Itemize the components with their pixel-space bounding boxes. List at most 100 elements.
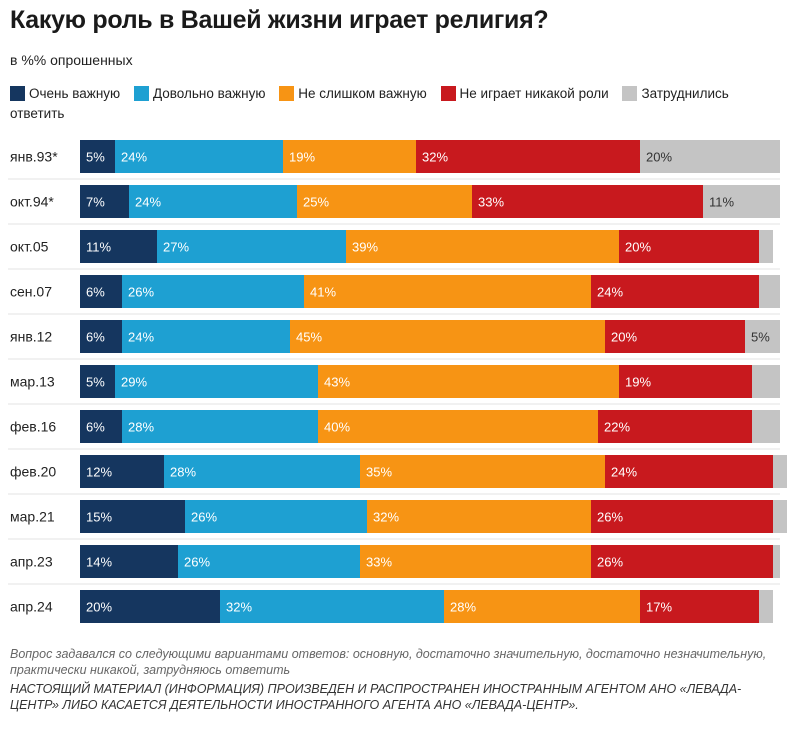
data-label: 26%: [597, 510, 623, 525]
data-label: 26%: [184, 555, 210, 570]
data-label: 22%: [604, 420, 630, 435]
bar-segment: [80, 590, 220, 623]
data-label: 26%: [191, 510, 217, 525]
data-label: 45%: [296, 330, 322, 345]
data-label: 28%: [170, 465, 196, 480]
data-label: 26%: [128, 285, 154, 300]
data-label: 40%: [324, 420, 350, 435]
bar-segment: [598, 410, 752, 443]
legend-label: Очень важную: [29, 86, 121, 101]
legend: Очень важную Довольно важную Не слишком …: [10, 84, 790, 124]
bar-segment: [773, 500, 787, 533]
data-label: 19%: [625, 375, 651, 390]
category-label: окт.94*: [10, 194, 54, 210]
bar-segment: [591, 545, 773, 578]
bar-segment: [367, 500, 591, 533]
data-label: 17%: [646, 600, 672, 615]
bar-segment: [318, 365, 619, 398]
legend-swatch: [133, 86, 149, 101]
data-label: 24%: [611, 465, 637, 480]
data-label: 5%: [751, 330, 770, 345]
data-label: 6%: [86, 330, 105, 345]
bar-segment: [752, 410, 780, 443]
bar-segment: [773, 455, 787, 488]
bar-segment: [304, 275, 591, 308]
bar-segment: [80, 140, 115, 173]
data-label: 7%: [86, 195, 105, 210]
bar-segment: [164, 455, 360, 488]
data-label: 32%: [422, 150, 448, 165]
data-label: 28%: [450, 600, 476, 615]
bar-segment: [591, 275, 759, 308]
legend-label: Довольно важную: [152, 86, 266, 101]
data-label: 15%: [86, 510, 112, 525]
category-label: фев.20: [10, 464, 56, 480]
category-label: фев.16: [10, 419, 56, 435]
category-label: янв.93*: [10, 149, 58, 165]
category-label: апр.24: [10, 599, 53, 615]
bar-segment: [346, 230, 619, 263]
bar-segment: [318, 410, 598, 443]
data-label: 14%: [86, 555, 112, 570]
data-label: 28%: [128, 420, 154, 435]
chart-title: Какую роль в Вашей жизни играет религия?: [10, 6, 549, 34]
category-label: окт.05: [10, 239, 49, 255]
bar-segment: [80, 185, 129, 218]
data-label: 32%: [373, 510, 399, 525]
bar-segment: [619, 365, 752, 398]
foreign-agent-disclaimer: НАСТОЯЩИЙ МАТЕРИАЛ (ИНФОРМАЦИЯ) ПРОИЗВЕД…: [10, 682, 742, 712]
legend-item-very-important: Очень важную: [10, 86, 120, 101]
bar-segment: [605, 455, 773, 488]
legend-item-quite-important: Довольно важную: [133, 86, 266, 101]
data-label: 43%: [324, 375, 350, 390]
bar-segment: [619, 230, 759, 263]
bar-segment: [752, 365, 780, 398]
bar-segment: [115, 365, 318, 398]
data-label: 26%: [597, 555, 623, 570]
bar-segment: [745, 320, 780, 353]
chart-subtitle: в %% опрошенных: [10, 52, 133, 68]
data-label: 20%: [625, 240, 651, 255]
legend-label: Не играет никакой роли: [459, 86, 609, 101]
bar-segment: [178, 545, 360, 578]
bar-segment: [640, 590, 759, 623]
legend-swatch: [10, 86, 25, 101]
bar-segment: [416, 140, 640, 173]
stacked-bar-chart: янв.93* 5% 24% 19% 32% 20% окт.94* 7% 24% 25% 33% 1…: [8, 140, 787, 623]
bar-segment: [80, 275, 122, 308]
question-note: Вопрос задавался со следующими вариантам…: [10, 647, 767, 677]
data-label: 6%: [86, 285, 105, 300]
bar-segment: [80, 230, 157, 263]
bar-segment: [444, 590, 640, 623]
data-label: 33%: [366, 555, 392, 570]
legend-item-no-role: Не играет никакой роли: [440, 86, 609, 101]
legend-item-hard-to-answer: Затруднились ответить: [10, 86, 729, 121]
data-label: 5%: [86, 150, 105, 165]
bar-segment: [640, 140, 780, 173]
bar-segment: [605, 320, 745, 353]
legend-label: Затруднились ответить: [10, 86, 729, 121]
data-label: 11%: [709, 195, 734, 210]
bar-segment: [591, 500, 773, 533]
bar-segment: [80, 320, 122, 353]
data-label: 24%: [597, 285, 623, 300]
category-label: мар.13: [10, 374, 55, 390]
data-label: 12%: [86, 465, 112, 480]
category-label: янв.12: [10, 329, 52, 345]
data-label: 24%: [128, 330, 154, 345]
category-label: мар.21: [10, 509, 55, 525]
data-label: 24%: [135, 195, 161, 210]
data-label: 35%: [366, 465, 392, 480]
bar-segment: [759, 590, 773, 623]
bar-segment: [122, 320, 290, 353]
data-label: 19%: [289, 150, 315, 165]
data-label: 33%: [478, 195, 504, 210]
data-label: 41%: [310, 285, 336, 300]
data-label: 20%: [646, 150, 672, 165]
data-label: 39%: [352, 240, 378, 255]
bar-segment: [773, 545, 780, 578]
legend-item-not-very-important: Не слишком важную: [279, 86, 427, 101]
legend-swatch: [279, 86, 295, 101]
bar-segment: [360, 455, 605, 488]
bar-segment: [360, 545, 591, 578]
